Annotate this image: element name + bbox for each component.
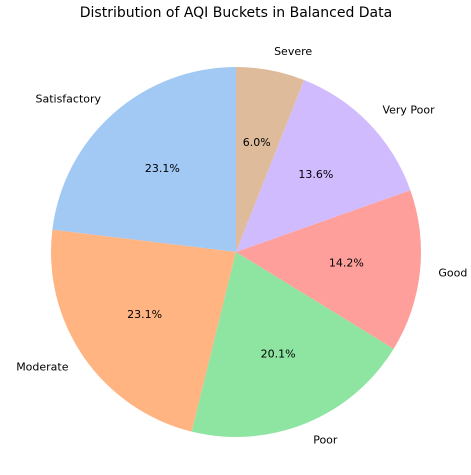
slice-value-very-poor: 13.6%: [298, 168, 333, 181]
slice-value-severe: 6.0%: [243, 136, 271, 149]
pie-slice-good: [236, 190, 422, 349]
slice-label-satisfactory: Satisfactory: [35, 93, 101, 106]
pie-slice-severe: [236, 67, 305, 252]
pie-slice-satisfactory: [52, 67, 236, 252]
pie-slice-moderate: [51, 229, 237, 432]
slice-label-moderate: Moderate: [16, 361, 69, 374]
slice-value-moderate: 23.1%: [127, 308, 162, 321]
chart-title: Distribution of AQI Buckets in Balanced …: [80, 5, 392, 21]
pie-slices: [51, 67, 422, 437]
slice-value-poor: 20.1%: [261, 348, 296, 361]
slice-value-satisfactory: 23.1%: [145, 162, 180, 175]
slice-label-poor: Poor: [313, 433, 338, 446]
slice-value-good: 14.2%: [329, 257, 364, 270]
pie-slice-poor: [191, 252, 394, 437]
slice-label-very-poor: Very Poor: [382, 104, 435, 117]
slice-label-severe: Severe: [274, 45, 312, 58]
pie-slice-very-poor: [236, 79, 411, 252]
pie-labels: Satisfactory 23.1% Moderate 23.1% Poor 20.1% G…: [16, 45, 467, 446]
slice-label-good: Good: [438, 266, 467, 279]
